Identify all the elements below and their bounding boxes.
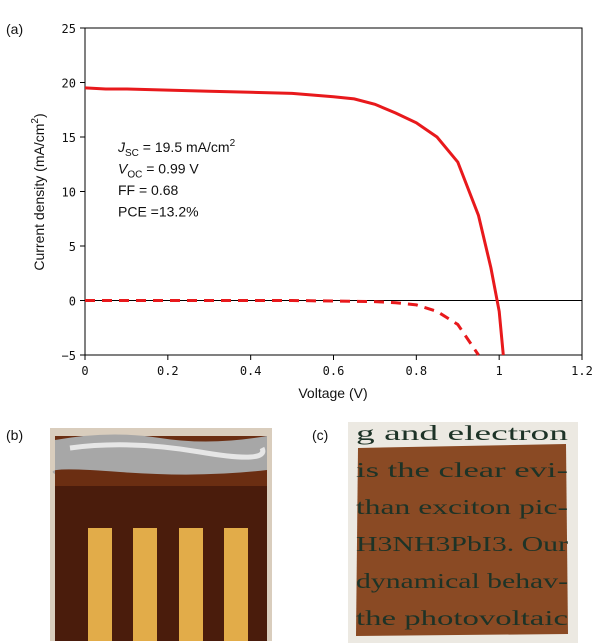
photo-text: than exciton pic- [356,495,568,519]
x-axis-label: Voltage (V) [298,385,367,401]
annotation-symbol: V [118,161,129,177]
annotation-sub: SC [125,148,139,159]
photo-text: H3NH3PbI3. Our [356,532,568,556]
x-tick-label: 0 [81,364,88,378]
annotation-sup: 2 [230,138,236,149]
annotation-symbol: J [117,139,126,155]
photo-text: g and electron [356,421,569,445]
annotation-text: = 19.5 mA/cm [139,139,230,155]
y-axis-label: Current density (mA/cm2) [30,113,47,270]
y-label-end: ) [31,113,47,118]
annotation: VOC = 0.99 V [118,161,199,181]
annotation: FF = 0.68 [118,182,179,198]
x-tick-label: 1 [496,364,503,378]
annotation-text: = 0.99 V [142,161,199,177]
photo-text: dynamical behav- [356,569,568,593]
panel-label: (c) [312,427,328,443]
photo-b [50,428,272,641]
y-tick-label: 0 [69,295,76,309]
iv-curve [84,86,505,356]
y-tick-label: 5 [69,240,76,254]
y-label-sup: 2 [30,118,41,124]
annotation-sub: OC [127,170,142,181]
photo-text: the photovoltaic [356,606,568,630]
annotation-text: PCE =13.2% [118,204,199,220]
panel-label: (a) [6,21,23,37]
annotation-text: FF = 0.68 [118,182,179,198]
x-tick-label: 1.2 [571,364,592,378]
photo-text: is the clear evi- [356,458,568,482]
iv-curve [85,299,480,356]
annotation: JSC = 19.5 mA/cm2 [117,138,236,159]
x-tick-label: 0.4 [240,364,262,378]
photo-c [348,422,578,643]
panel-label: (b) [6,427,23,443]
y-label-text: Current density (mA/cm [31,124,47,271]
annotation: PCE =13.2% [118,204,199,220]
y-tick-label: 15 [62,131,76,145]
y-tick-label: −5 [62,349,76,363]
x-tick-label: 0.2 [157,364,179,378]
y-tick-label: 20 [62,77,76,91]
x-tick-label: 0.8 [405,364,427,378]
y-tick-label: 25 [62,22,76,36]
y-tick-label: 10 [62,186,76,200]
x-tick-label: 0.6 [323,364,345,378]
